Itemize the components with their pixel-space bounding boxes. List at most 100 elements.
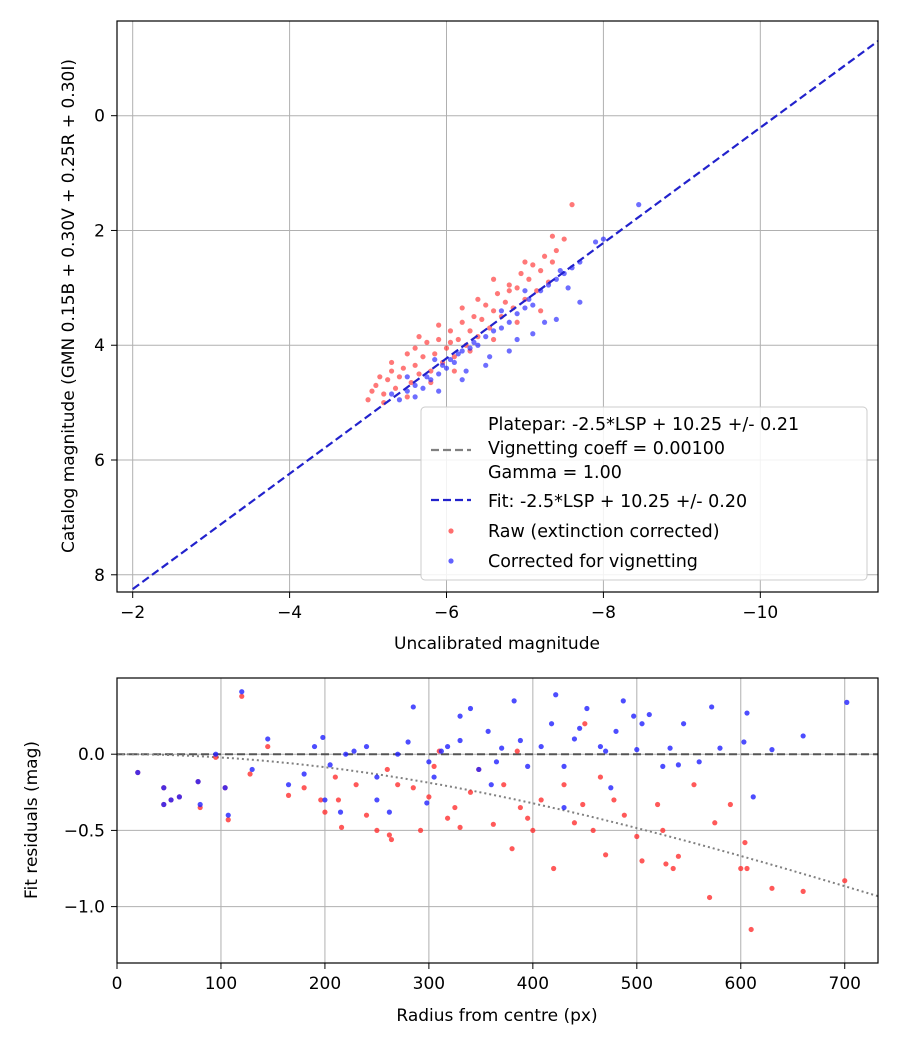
raw-point — [377, 374, 383, 380]
corrected-point — [561, 763, 567, 769]
raw-point — [502, 299, 508, 305]
corrected-point — [351, 748, 357, 754]
x-axis-label: Uncalibrated magnitude — [394, 634, 600, 654]
corrected-point — [660, 763, 666, 769]
corrected-point — [285, 782, 292, 788]
corrected-point — [404, 374, 410, 380]
corrected-point — [410, 704, 416, 710]
raw-point — [551, 865, 557, 872]
raw-point — [655, 801, 661, 808]
corrected-point — [301, 771, 307, 777]
raw-point — [611, 797, 617, 803]
raw-point — [538, 308, 544, 314]
raw-point — [385, 377, 391, 383]
corrected-point — [424, 374, 430, 380]
corrected-point — [343, 751, 349, 757]
x-tick-label: 300 — [413, 974, 445, 994]
corrected-point — [487, 354, 493, 360]
raw-point — [742, 839, 748, 846]
corrected-point — [363, 743, 370, 750]
axis-ticks: 0 100 200 300 400 500 600 700 0.0 −0.5 −1.0 — [64, 745, 861, 994]
raw-point — [549, 233, 556, 239]
raw-point — [386, 832, 392, 838]
corrected-point — [396, 397, 403, 403]
vignetting-curve — [117, 753, 878, 898]
raw-point — [538, 268, 544, 274]
corrected-point — [498, 325, 505, 331]
corrected-point — [530, 302, 536, 308]
raw-point — [483, 302, 489, 308]
corrected-point — [485, 728, 491, 734]
x-tick-label: 600 — [725, 974, 757, 994]
corrected-point — [426, 759, 432, 765]
corrected-point — [522, 305, 528, 311]
corrected-point — [750, 794, 756, 800]
fit-line — [132, 40, 878, 591]
corrected-point — [428, 377, 434, 383]
corrected-point — [412, 382, 418, 389]
corrected-point — [432, 356, 438, 363]
raw-point — [506, 282, 512, 288]
raw-point — [582, 721, 588, 727]
raw-point — [571, 820, 578, 826]
raw-point — [365, 397, 371, 403]
corrected-point — [584, 705, 590, 712]
corrected-point — [483, 334, 489, 340]
raw-point — [225, 817, 231, 823]
corrected-point — [405, 739, 411, 745]
x-tick-label: −8 — [591, 603, 616, 623]
raw-point — [410, 785, 416, 791]
y-axis-label: Catalog magnitude (GMN 0.15B + 0.30V + 0… — [59, 59, 79, 553]
corrected-point — [709, 704, 715, 710]
raw-point — [549, 259, 556, 265]
raw-point — [363, 812, 370, 818]
y-tick-label: −0.5 — [64, 821, 105, 841]
corrected-point — [646, 711, 652, 718]
x-tick-label: 500 — [621, 974, 653, 994]
corrected-point — [447, 356, 454, 363]
raw-point — [522, 259, 528, 265]
corrected-point — [553, 316, 559, 323]
corrected-point — [476, 766, 482, 773]
raw-point — [580, 801, 586, 808]
corrected-point — [467, 345, 473, 351]
raw-point — [467, 328, 473, 334]
corrected-point — [443, 365, 450, 371]
raw-point — [332, 774, 338, 780]
reference-lines — [117, 753, 878, 898]
corrected-point — [517, 737, 523, 744]
raw-point — [301, 785, 307, 791]
corrected-point — [548, 721, 555, 727]
raw-point — [538, 797, 544, 803]
raw-point — [388, 359, 395, 366]
raw-point — [553, 247, 559, 254]
y-tick-label: 4 — [94, 336, 105, 356]
corrected-point — [667, 745, 673, 751]
corrected-point — [680, 721, 687, 727]
corrected-point — [176, 794, 182, 800]
raw-point — [374, 827, 380, 834]
legend-label-platepar: Platepar: -2.5*LSP + 10.25 +/- 0.21 — [488, 415, 799, 435]
raw-point — [639, 858, 645, 864]
corrected-point — [483, 362, 489, 368]
raw-point — [517, 804, 523, 811]
x-tick-label: −10 — [742, 603, 778, 623]
raw-point — [265, 743, 271, 750]
raw-point — [459, 305, 465, 311]
legend-marker-corrected — [448, 558, 454, 564]
raw-point — [748, 926, 754, 933]
raw-point — [417, 827, 424, 834]
corrected-point — [459, 377, 465, 383]
x-axis-label: Radius from centre (px) — [396, 1006, 597, 1026]
corrected-point — [424, 800, 430, 806]
raw-point — [452, 804, 458, 811]
raw-point — [404, 394, 410, 400]
raw-point — [490, 336, 497, 343]
plot-frame — [116, 20, 879, 593]
corrected-point — [322, 797, 328, 803]
legend-marker-raw — [448, 528, 454, 534]
raw-point — [412, 345, 418, 351]
raw-point — [467, 789, 474, 795]
corrected-point — [717, 745, 723, 751]
